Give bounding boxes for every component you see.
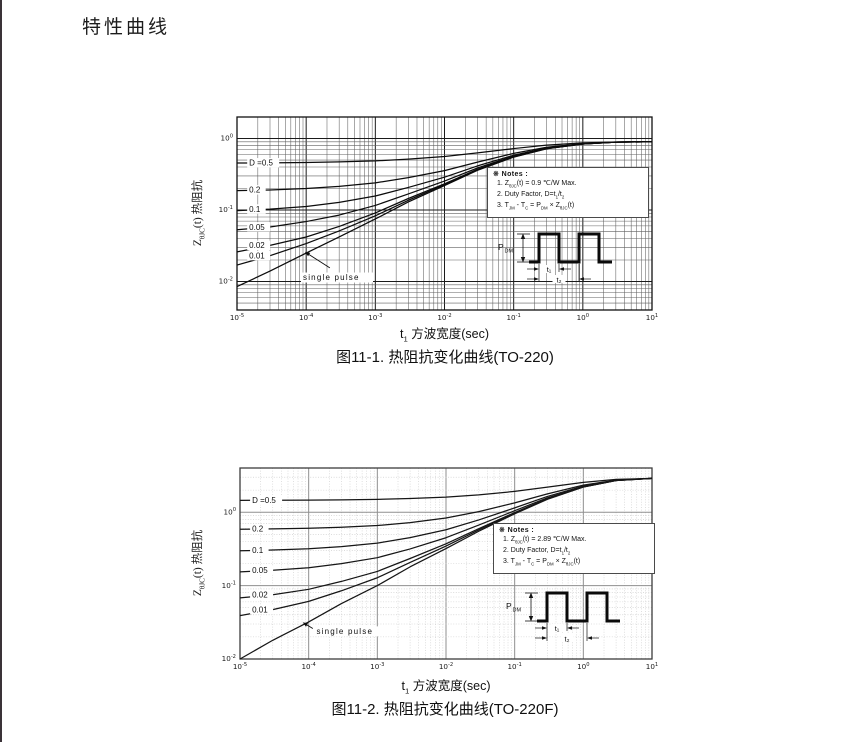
svg-text:100: 100 — [221, 134, 233, 143]
single-pulse-annotation: single pulse — [302, 622, 387, 637]
t2-label: t₂ — [565, 635, 570, 644]
t2-label-bg — [552, 275, 566, 283]
dimension-arrowheads — [542, 626, 592, 640]
svg-text:100: 100 — [577, 662, 589, 671]
note-line: ※ Notes : — [493, 171, 529, 178]
note-line: 3. TJM - TC = PDM × ZθJC(t) — [497, 202, 575, 211]
svg-text:10-2: 10-2 — [219, 277, 233, 286]
svg-text:single pulse: single pulse — [316, 627, 373, 636]
t1-label: t₁ — [555, 624, 560, 633]
pdm-label: P — [498, 242, 504, 252]
curves — [239, 477, 653, 660]
svg-text:0.01: 0.01 — [249, 251, 265, 260]
svg-text:10-1: 10-1 — [222, 581, 236, 590]
power-pulse-waveform: P DM t₁ t₂ — [506, 591, 620, 644]
svg-text:10-4: 10-4 — [301, 662, 316, 671]
svg-text:0.05: 0.05 — [252, 566, 268, 575]
pulse-train — [529, 232, 612, 264]
svg-text:10-5: 10-5 — [233, 662, 247, 671]
plot-border — [236, 116, 653, 311]
svg-text:0.2: 0.2 — [249, 186, 261, 195]
svg-text:10-4: 10-4 — [299, 313, 314, 322]
arrowhead-up — [528, 592, 534, 598]
svg-text:D =0.5: D =0.5 — [252, 496, 276, 505]
x-axis-label: t1 方波宽度(sec) — [399, 327, 490, 344]
svg-text:10-2: 10-2 — [439, 662, 453, 671]
svg-text:10-5: 10-5 — [230, 313, 244, 322]
svg-text:0.1: 0.1 — [252, 546, 264, 555]
svg-text:0.2: 0.2 — [252, 525, 264, 534]
note-line: 3. TJM - TC = PDM × ZθJC(t) — [503, 558, 581, 567]
notes-box: ※ Notes : 1. ZθJC(t) = 0.9 ℃/W Max. 2. D… — [487, 167, 649, 219]
figure-caption: 图11-2. 热阻抗变化曲线(TO-220F) — [331, 701, 559, 718]
pulse-train — [537, 591, 620, 623]
tick-labels: 10-5 10-4 10-3 10-2 10-1 100 101 100 10-1 10-2 — [219, 134, 659, 322]
curve-labels: D =0.5 0.2 0.1 0.05 0.02 0.01 — [250, 495, 283, 614]
thermal-impedance-chart-to220f: 10-5 10-4 10-3 10-2 10-1 100 101 100 10-1 10-2 D =… — [222, 467, 659, 671]
arrowhead-up — [520, 233, 526, 239]
svg-text:0.02: 0.02 — [252, 591, 268, 600]
curve-labels: D =0.5 0.2 0.1 0.05 0.020.01 — [247, 158, 280, 260]
svg-text:D =0.5: D =0.5 — [249, 159, 273, 168]
svg-text:101: 101 — [646, 662, 658, 671]
dimension-lines — [535, 623, 599, 641]
page-left-border — [0, 0, 2, 742]
svg-text:10-1: 10-1 — [507, 662, 521, 671]
figure-11-2: 10-5 10-4 10-3 10-2 10-1 100 101 100 10-1 10-2 D =… — [185, 448, 705, 742]
note-line: 2. Duty Factor, D=t1/t2 — [497, 190, 565, 200]
pdm-sub-label: DM — [505, 249, 514, 255]
svg-text:10-1: 10-1 — [219, 205, 233, 214]
svg-text:0.01: 0.01 — [252, 605, 268, 614]
arrowhead-down — [520, 257, 526, 263]
curve-0.2 — [239, 477, 653, 530]
arrowhead-down — [528, 616, 534, 622]
figure-11-1: 10-5 10-4 10-3 10-2 10-1 100 101 100 10-1 10-2 D =… — [185, 96, 705, 396]
note-line: 2. Duty Factor, D=t1/t2 — [503, 546, 571, 556]
t1-label-bg — [543, 265, 555, 273]
pdm-sub-label: DM — [513, 608, 522, 614]
pdm-label: P — [506, 601, 512, 611]
note-line: 1. ZθJC(t) = 2.89 ℃/W Max. — [503, 535, 587, 545]
pulse-waveform-diagram: P DM t₁ t₂ — [501, 581, 631, 650]
pdm-dimension-arrow — [517, 233, 530, 263]
y-axis-label: ZθJC(t) 热阻抗 — [192, 179, 207, 247]
svg-text:0.1: 0.1 — [249, 205, 261, 214]
svg-text:10-3: 10-3 — [370, 662, 384, 671]
y-axis-label: ZθJC(t) 热阻抗 — [192, 529, 207, 597]
svg-text:100: 100 — [577, 313, 589, 322]
svg-text:10-2: 10-2 — [437, 313, 451, 322]
pulse-waveform-diagram: P DM t₁ t₂ — [493, 222, 623, 291]
svg-text:100: 100 — [224, 507, 236, 516]
svg-text:10-2: 10-2 — [222, 654, 236, 663]
dimension-arrowheads — [534, 267, 584, 281]
pdm-dimension-arrow — [525, 592, 538, 622]
t1-label: t₁ — [547, 265, 552, 274]
single-pulse-annotation: single pulse — [301, 251, 374, 283]
curve-single-pulse — [239, 477, 653, 660]
curve-D-=0.5 — [236, 141, 653, 164]
power-pulse-waveform: P DM t₁ t₂ — [498, 232, 612, 285]
note-line: 1. ZθJC(t) = 0.9 ℃/W Max. — [497, 179, 577, 189]
x-axis-label: t1 方波宽度(sec) — [401, 679, 491, 696]
t1-label-bg — [551, 624, 563, 632]
curve-D-=0.5 — [239, 477, 653, 501]
tick-labels: 10-5 10-4 10-3 10-2 10-1 100 101 100 10-1 10-2 — [222, 507, 659, 671]
note-line: ※ Notes : — [499, 527, 535, 534]
svg-text:10-3: 10-3 — [368, 313, 382, 322]
figure-caption: 图11-1. 热阻抗变化曲线(TO-220) — [336, 349, 554, 366]
thermal-impedance-chart-to220: 10-5 10-4 10-3 10-2 10-1 100 101 100 10-1 10-2 D =… — [219, 116, 659, 322]
t2-label: t₂ — [557, 276, 562, 285]
svg-text:0.02: 0.02 — [249, 241, 265, 250]
svg-text:0.05: 0.05 — [249, 223, 265, 232]
svg-text:single pulse: single pulse — [303, 273, 360, 282]
page-title: 特性曲线 — [82, 17, 171, 38]
svg-text:10-1: 10-1 — [506, 313, 520, 322]
t2-label-bg — [560, 634, 574, 642]
notes-box: ※ Notes : 1. ZθJC(t) = 2.89 ℃/W Max. 2. … — [493, 523, 655, 575]
svg-text:101: 101 — [646, 313, 658, 322]
